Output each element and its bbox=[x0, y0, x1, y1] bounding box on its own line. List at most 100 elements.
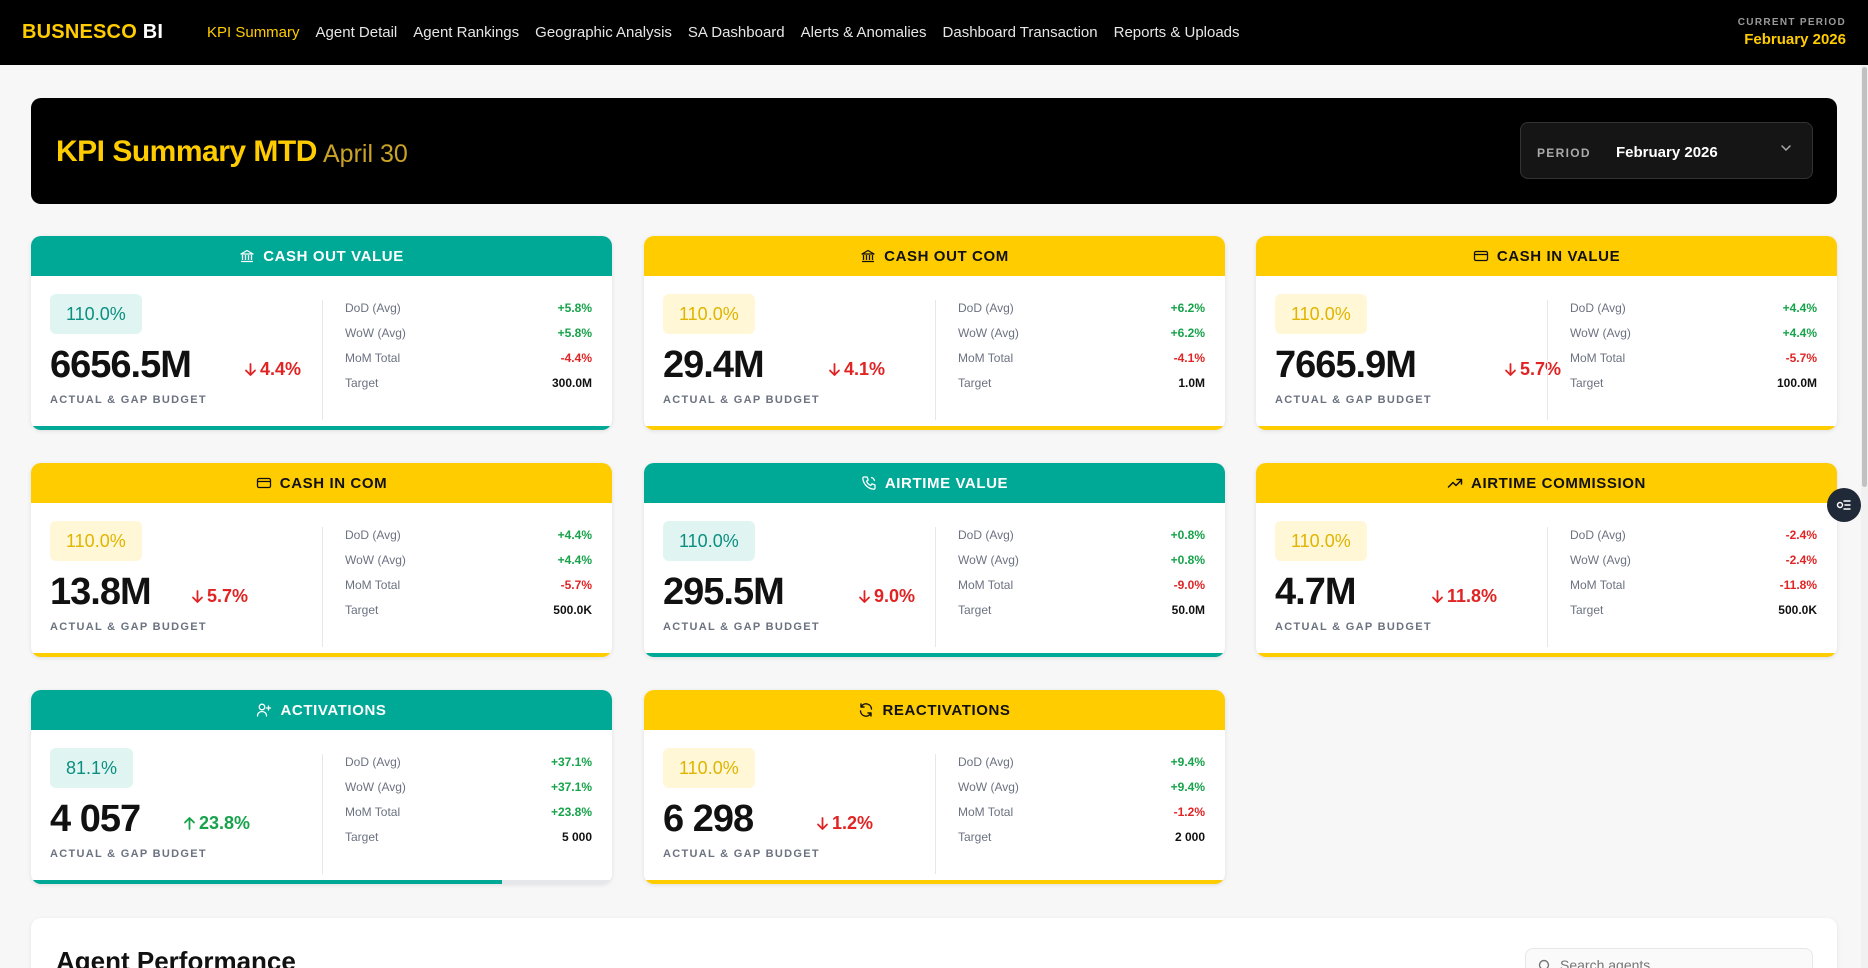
stat-label: MoM Total bbox=[345, 577, 401, 592]
kpi-card-reactivations[interactable]: REACTIVATIONS 110.0% 6 298 1.2% ACTUAL &… bbox=[644, 690, 1225, 884]
stat-label: WoW (Avg) bbox=[958, 552, 1019, 567]
trending-up-icon bbox=[1447, 478, 1463, 488]
stat-label: WoW (Avg) bbox=[1570, 552, 1631, 567]
brand-logo[interactable]: BUSNESCO BI bbox=[22, 21, 163, 44]
kpi-card-title: CASH OUT VALUE bbox=[263, 247, 404, 265]
stat-row-target: Target 500.0K bbox=[1570, 597, 1817, 622]
agent-search-input[interactable] bbox=[1560, 957, 1790, 968]
kpi-card-cash-in-value[interactable]: CASH IN VALUE 110.0% 7665.9M 5.7% ACTUAL… bbox=[1256, 236, 1837, 430]
stat-value: -4.1% bbox=[1173, 350, 1205, 365]
nav-item-agent-detail[interactable]: Agent Detail bbox=[315, 24, 398, 41]
stat-row-mom: MoM Total -1.2% bbox=[958, 799, 1205, 824]
stat-label: DoD (Avg) bbox=[1570, 300, 1626, 315]
kpi-card-cash-in-com[interactable]: CASH IN COM 110.0% 13.8M 5.7% ACTUAL & G… bbox=[31, 463, 612, 657]
stat-label: DoD (Avg) bbox=[345, 527, 401, 542]
stat-row-mom: MoM Total -5.7% bbox=[1570, 345, 1817, 370]
card-icon bbox=[1473, 250, 1488, 262]
kpi-change-value: 23.8% bbox=[199, 813, 251, 833]
arrow-down-icon bbox=[1432, 590, 1443, 603]
stat-label: Target bbox=[345, 375, 379, 390]
kpi-card-airtime-value[interactable]: AIRTIME VALUE 110.0% 295.5M 9.0% ACTUAL … bbox=[644, 463, 1225, 657]
page-header: KPI Summary MTD April 30 PERIOD February… bbox=[31, 98, 1837, 204]
stat-label: WoW (Avg) bbox=[345, 779, 406, 794]
filter-toggle-button[interactable] bbox=[1827, 488, 1861, 522]
current-period-label: CURRENT PERIOD bbox=[1737, 17, 1846, 28]
current-period: CURRENT PERIOD February 2026 bbox=[1738, 17, 1846, 48]
divider bbox=[935, 300, 936, 420]
stat-label: Target bbox=[958, 375, 992, 390]
kpi-progress-bar bbox=[644, 880, 1225, 884]
kpi-card-cash-out-com[interactable]: CASH OUT COM 110.0% 29.4M 4.1% ACTUAL & … bbox=[644, 236, 1225, 430]
stat-row-dod: DoD (Avg) +4.4% bbox=[345, 522, 592, 547]
nav-menu: KPI Summary Agent Detail Agent Rankings Geo… bbox=[207, 0, 1256, 65]
kpi-change: 23.8% bbox=[183, 813, 250, 834]
nav-item-sa-dashboard[interactable]: SA Dashboard bbox=[687, 24, 785, 41]
scrollbar[interactable] bbox=[1861, 65, 1868, 968]
kpi-progress-bar bbox=[31, 653, 612, 657]
kpi-card-title: ACTIVATIONS bbox=[280, 701, 387, 719]
divider bbox=[935, 527, 936, 647]
stat-row-target: Target 500.0K bbox=[345, 597, 592, 622]
kpi-card-airtime-commission[interactable]: AIRTIME COMMISSION 110.0% 4.7M 11.8% ACT… bbox=[1256, 463, 1837, 657]
stat-value: +4.4% bbox=[557, 527, 592, 542]
stat-row-dod: DoD (Avg) +6.2% bbox=[958, 295, 1205, 320]
divider bbox=[322, 754, 323, 874]
kpi-card-header: AIRTIME COMMISSION bbox=[1256, 463, 1837, 503]
stat-label: WoW (Avg) bbox=[958, 779, 1019, 794]
stat-row-wow: WoW (Avg) +0.8% bbox=[958, 547, 1205, 572]
current-period-value: February 2026 bbox=[1744, 31, 1846, 48]
kpi-progress-fill bbox=[31, 880, 503, 884]
kpi-progress-bar bbox=[1256, 426, 1837, 430]
stat-value: 300.0M bbox=[551, 375, 592, 390]
stat-row-wow: WoW (Avg) +4.4% bbox=[345, 547, 592, 572]
brand-suffix: BI bbox=[142, 21, 164, 43]
stat-label: MoM Total bbox=[958, 804, 1014, 819]
stat-row-mom: MoM Total -5.7% bbox=[345, 572, 592, 597]
stat-label: WoW (Avg) bbox=[345, 552, 406, 567]
brand-name: BUSNESCO bbox=[22, 21, 137, 43]
stat-value: +0.8% bbox=[1170, 527, 1205, 542]
kpi-card-header: CASH OUT COM bbox=[644, 236, 1225, 276]
stat-row-wow: WoW (Avg) +5.8% bbox=[345, 320, 592, 345]
nav-item-agent-rankings[interactable]: Agent Rankings bbox=[413, 24, 520, 41]
stat-value: +4.4% bbox=[557, 552, 592, 567]
kpi-footer-label: ACTUAL & GAP BUDGET bbox=[50, 848, 207, 860]
stat-value: +4.4% bbox=[1782, 300, 1817, 315]
stat-label: DoD (Avg) bbox=[345, 754, 401, 769]
stat-value: -2.4% bbox=[1785, 527, 1817, 542]
kpi-achievement-badge: 110.0% bbox=[1275, 294, 1367, 334]
nav-item-kpi-summary[interactable]: KPI Summary bbox=[207, 24, 300, 41]
nav-item-alerts-anomalies[interactable]: Alerts & Anomalies bbox=[800, 24, 927, 41]
kpi-change-value: 1.2% bbox=[832, 813, 874, 833]
nav-item-dashboard-transaction[interactable]: Dashboard Transaction bbox=[942, 24, 1098, 41]
agent-search[interactable] bbox=[1525, 948, 1813, 968]
bank-icon bbox=[861, 249, 875, 263]
stat-value: 2 000 bbox=[1174, 829, 1205, 844]
kpi-footer-label: ACTUAL & GAP BUDGET bbox=[50, 621, 207, 633]
kpi-card-activations[interactable]: ACTIVATIONS 81.1% 4 057 23.8% ACTUAL & G… bbox=[31, 690, 612, 884]
kpi-value: 6 298 bbox=[663, 798, 754, 840]
kpi-value: 13.8M bbox=[50, 571, 152, 613]
kpi-footer-label: ACTUAL & GAP BUDGET bbox=[1275, 621, 1432, 633]
stat-row-wow: WoW (Avg) +37.1% bbox=[345, 774, 592, 799]
period-select[interactable]: PERIOD February 2026 bbox=[1520, 122, 1813, 179]
kpi-card-title: CASH IN COM bbox=[279, 474, 388, 492]
stat-label: Target bbox=[1570, 602, 1604, 617]
nav-item-geographic-analysis[interactable]: Geographic Analysis bbox=[535, 24, 672, 41]
kpi-footer-label: ACTUAL & GAP BUDGET bbox=[50, 394, 207, 406]
agent-performance-panel: Agent Performance bbox=[31, 918, 1837, 968]
kpi-card-cash-out-value[interactable]: CASH OUT VALUE 110.0% 6656.5M 4.4% ACTUA… bbox=[31, 236, 612, 430]
kpi-value: 6656.5M bbox=[50, 344, 192, 386]
stat-value: 500.0K bbox=[553, 602, 592, 617]
arrow-down-icon bbox=[829, 363, 840, 376]
stat-row-wow: WoW (Avg) +9.4% bbox=[958, 774, 1205, 799]
stat-label: Target bbox=[1570, 375, 1604, 390]
stat-value: 50.0M bbox=[1171, 602, 1205, 617]
kpi-progress-fill bbox=[31, 426, 612, 430]
stat-row-target: Target 100.0M bbox=[1570, 370, 1817, 395]
nav-item-reports-uploads[interactable]: Reports & Uploads bbox=[1113, 24, 1240, 41]
stat-row-target: Target 1.0M bbox=[958, 370, 1205, 395]
stat-value: +37.1% bbox=[550, 754, 592, 769]
scrollbar-thumb[interactable] bbox=[1862, 67, 1867, 487]
kpi-change-value: 5.7% bbox=[1520, 359, 1562, 379]
